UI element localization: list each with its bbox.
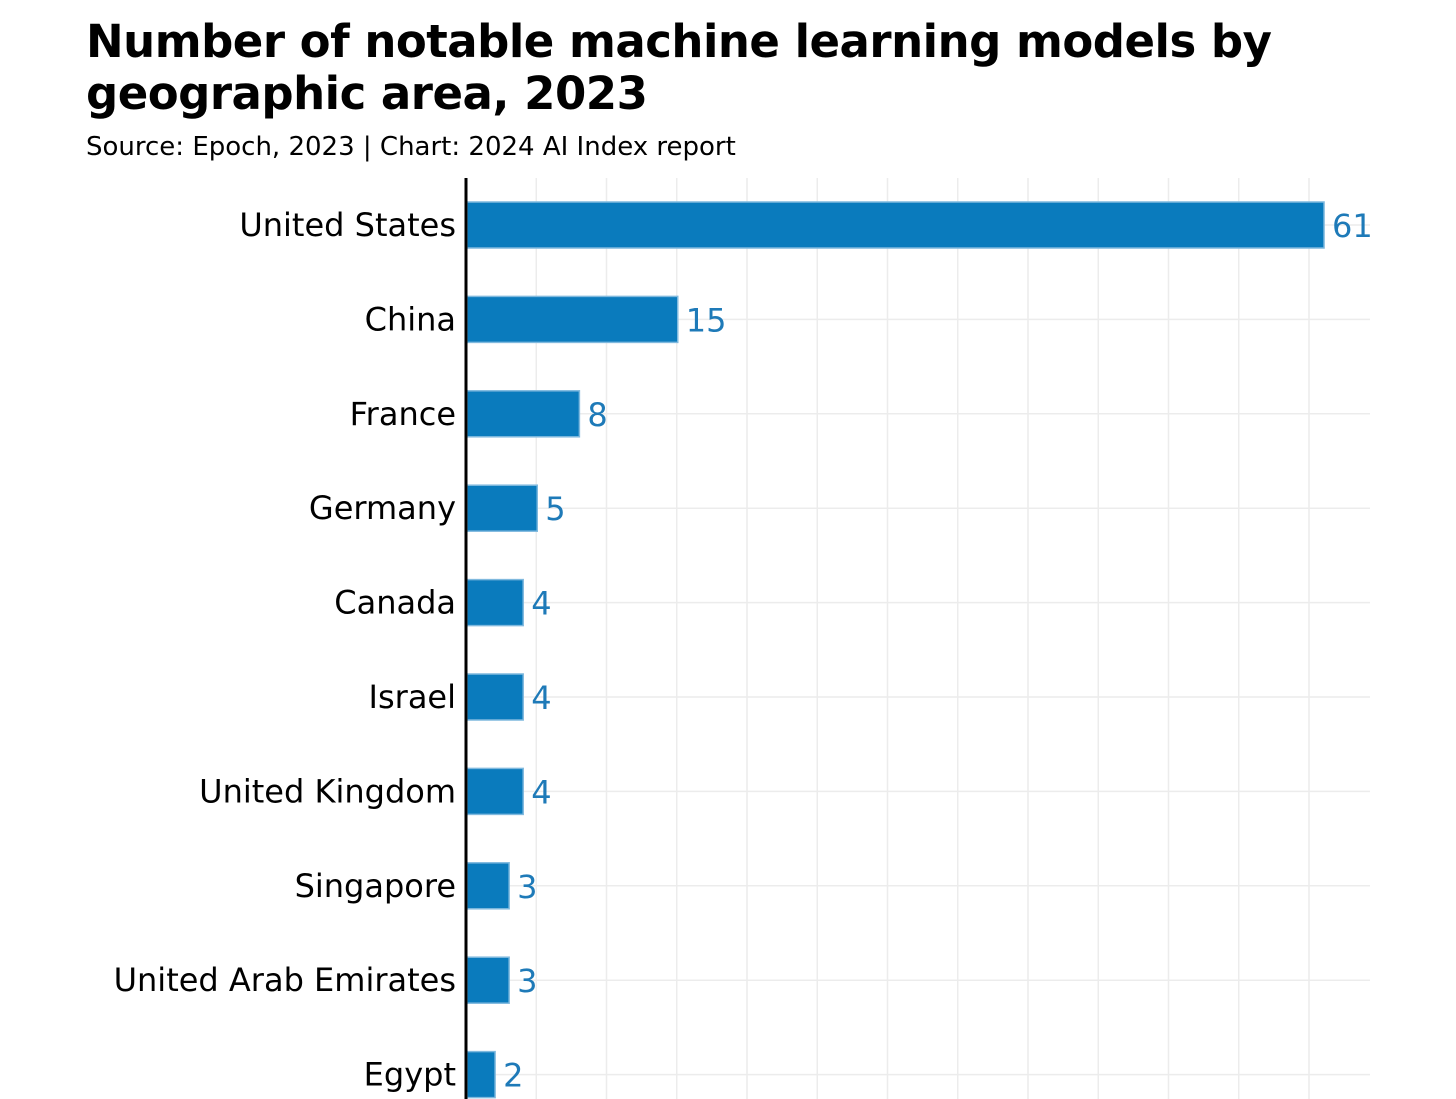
value-label-singapore: 3 [517, 868, 537, 906]
category-label-singapore: Singapore [295, 867, 456, 905]
chart-title: Number of notable machine learning model… [86, 15, 1272, 120]
value-label-china: 15 [686, 301, 727, 339]
value-label-united-arab-emirates: 3 [517, 962, 537, 1000]
bar-united-kingdom [466, 767, 524, 816]
value-label-canada: 4 [531, 585, 551, 623]
bar-israel [466, 673, 524, 721]
value-label-united-states: 61 [1332, 207, 1373, 245]
bar-united-arab-emirates [466, 956, 510, 1004]
category-label-egypt: Egypt [364, 1056, 456, 1094]
value-label-united-kingdom: 4 [531, 773, 551, 811]
value-label-israel: 4 [531, 679, 551, 717]
category-label-canada: Canada [334, 584, 456, 622]
bar-china [466, 295, 679, 344]
value-labels: 61 15 8 5 4 4 4 3 3 2 [503, 207, 1373, 1095]
bar-canada [466, 578, 524, 627]
value-label-france: 8 [587, 396, 607, 434]
chart-subtitle: Source: Epoch, 2023 | Chart: 2024 AI Ind… [86, 132, 736, 162]
category-labels: United States China France Germany Canada Isr… [114, 206, 456, 1094]
category-label-china: China [365, 300, 456, 338]
value-label-egypt: 2 [503, 1057, 523, 1095]
category-label-united-arab-emirates: United Arab Emirates [114, 961, 456, 999]
category-label-united-states: United States [239, 206, 456, 244]
bar-france [466, 390, 581, 438]
bar-germany [466, 484, 538, 532]
category-label-israel: Israel [369, 678, 456, 716]
category-label-united-kingdom: United Kingdom [199, 772, 456, 810]
value-label-germany: 5 [545, 490, 565, 528]
bar-singapore [466, 862, 510, 910]
bars [466, 201, 1325, 1099]
category-label-france: France [350, 395, 456, 433]
bar-egypt [466, 1050, 496, 1099]
category-label-germany: Germany [309, 489, 456, 527]
bar-united-states [466, 201, 1325, 249]
